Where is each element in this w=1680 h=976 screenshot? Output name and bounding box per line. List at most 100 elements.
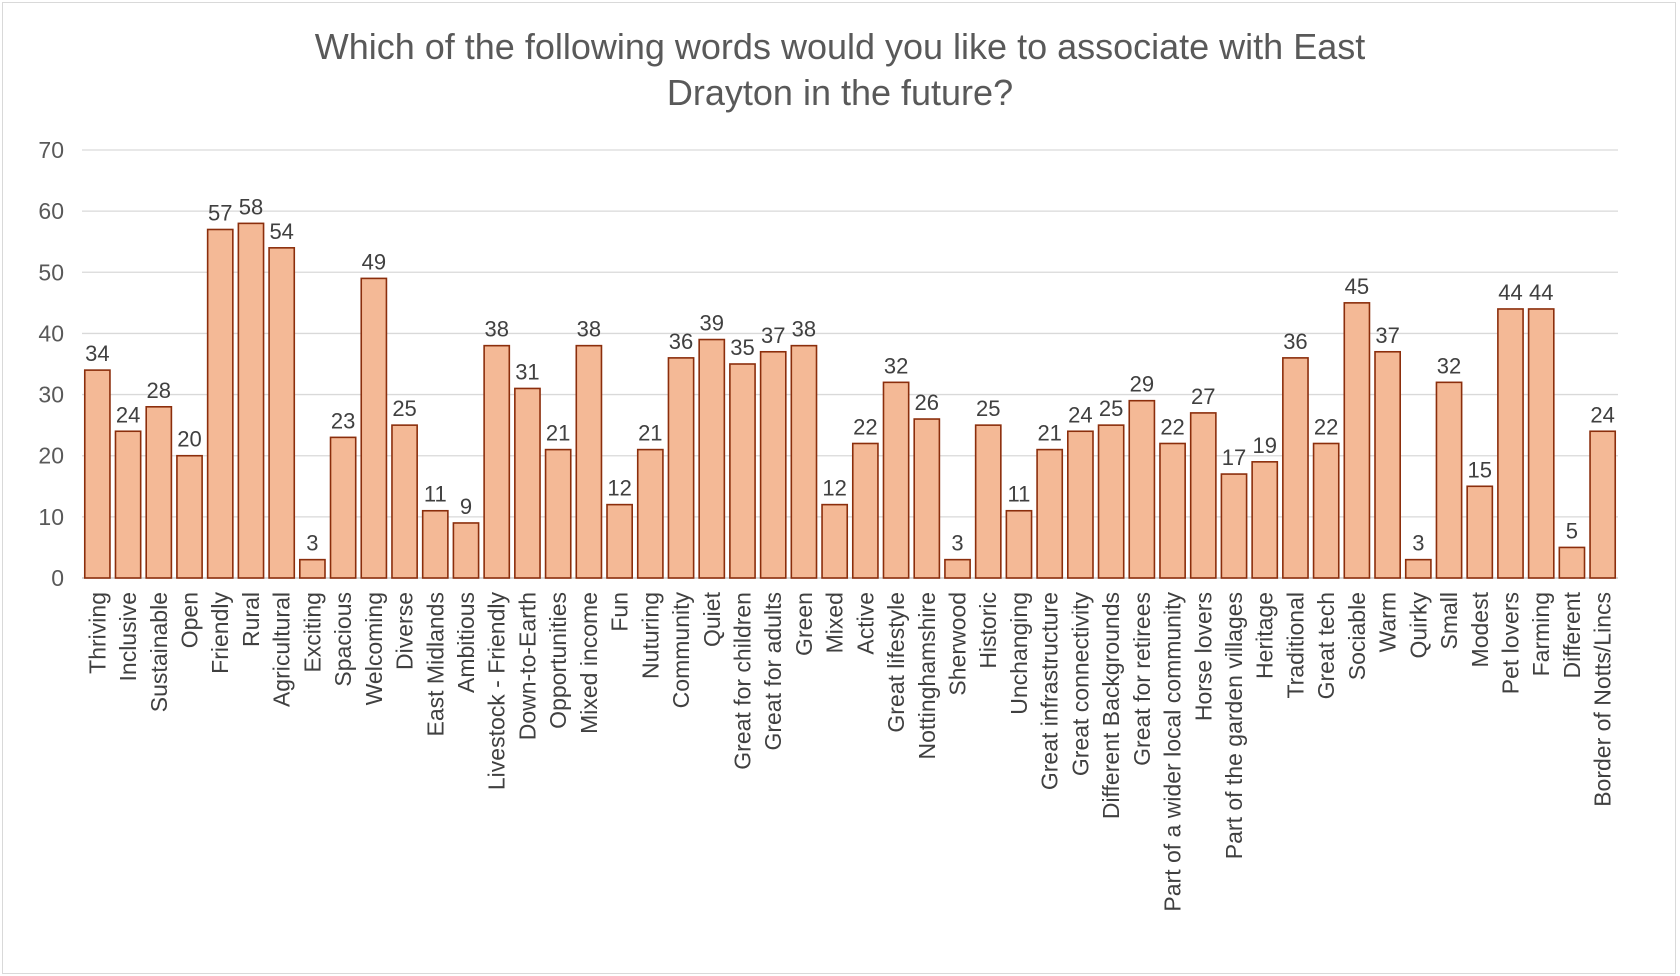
- bar-2: [145, 405, 173, 579]
- category-label-33: Different Backgrounds: [1098, 592, 1124, 819]
- data-label-11: 11: [424, 482, 447, 507]
- category-label-8: Spacious: [330, 592, 356, 687]
- bar-45: [1466, 485, 1494, 579]
- data-label-32: 24: [1068, 402, 1092, 427]
- category-label-18: Nuturing: [637, 592, 663, 679]
- data-label-35: 22: [1160, 414, 1184, 439]
- data-label-1: 24: [116, 402, 140, 427]
- data-label-22: 37: [761, 323, 785, 348]
- data-label-44: 32: [1437, 353, 1461, 378]
- category-label-40: Great tech: [1313, 592, 1339, 699]
- category-label-36: Horse lovers: [1190, 592, 1216, 721]
- bar-38: [1251, 461, 1279, 579]
- data-label-0: 34: [85, 341, 109, 366]
- bar-23: [790, 344, 818, 579]
- bar-25: [851, 442, 879, 579]
- data-label-4: 57: [208, 200, 232, 225]
- bar-19: [667, 357, 695, 579]
- bars: [83, 222, 1617, 579]
- data-label-29: 25: [976, 396, 1000, 421]
- chart-title: Which of the following words would you l…: [0, 24, 1680, 116]
- data-label-19: 36: [669, 329, 693, 354]
- y-tick-label-10: 10: [38, 504, 64, 530]
- category-label-21: Great for children: [729, 592, 755, 770]
- bar-17: [606, 503, 633, 579]
- bar-31: [1036, 448, 1064, 579]
- data-label-39: 36: [1283, 329, 1307, 354]
- bar-5: [237, 222, 265, 579]
- bar-48: [1558, 546, 1586, 579]
- data-label-12: 9: [460, 494, 472, 519]
- data-label-33: 25: [1099, 396, 1123, 421]
- category-label-47: Farming: [1528, 592, 1554, 676]
- data-label-34: 29: [1130, 372, 1154, 397]
- data-label-8: 23: [331, 408, 355, 433]
- y-tick-label-60: 60: [38, 198, 64, 224]
- category-label-13: Livestock - Friendly: [484, 592, 510, 791]
- y-tick-label-70: 70: [38, 137, 64, 163]
- category-label-44: Small: [1436, 592, 1462, 650]
- data-label-49: 24: [1590, 402, 1614, 427]
- bar-35: [1159, 442, 1186, 579]
- bar-26: [882, 381, 910, 579]
- data-label-47: 44: [1529, 280, 1553, 305]
- category-label-42: Warm: [1375, 592, 1401, 652]
- category-label-30: Unchanging: [1006, 592, 1032, 715]
- category-label-28: Sherwood: [945, 592, 971, 696]
- category-label-38: Heritage: [1252, 592, 1278, 679]
- data-label-48: 5: [1566, 518, 1578, 543]
- data-label-17: 12: [607, 476, 631, 501]
- data-label-41: 45: [1345, 274, 1369, 299]
- bar-16: [575, 344, 603, 579]
- category-label-15: Opportunities: [545, 592, 571, 729]
- x-axis-category-labels: Thriving Inclusive Sustainable Open Friendly…: [84, 591, 1615, 911]
- category-label-9: Welcoming: [361, 592, 387, 705]
- data-label-25: 22: [853, 414, 877, 439]
- data-label-6: 54: [269, 219, 293, 244]
- bar-37: [1220, 473, 1248, 579]
- data-label-3: 20: [177, 427, 201, 452]
- category-label-34: Great for retirees: [1129, 592, 1155, 766]
- bar-27: [913, 418, 941, 579]
- category-label-45: Modest: [1467, 591, 1493, 667]
- bar-36: [1189, 412, 1217, 579]
- bar-49: [1589, 430, 1617, 579]
- y-tick-label-20: 20: [38, 443, 64, 469]
- bar-33: [1097, 424, 1125, 579]
- data-label-16: 38: [577, 317, 601, 342]
- bar-4: [206, 228, 234, 579]
- bar-12: [452, 522, 480, 579]
- category-label-22: Great for adults: [760, 592, 786, 751]
- category-label-5: Rural: [238, 592, 264, 647]
- category-label-3: Open: [177, 592, 203, 648]
- bar-40: [1312, 442, 1340, 579]
- data-label-9: 49: [362, 249, 386, 274]
- data-label-43: 3: [1412, 531, 1424, 556]
- data-label-10: 25: [392, 396, 416, 421]
- category-label-17: Fun: [607, 592, 633, 632]
- bar-41: [1343, 302, 1371, 579]
- category-label-12: Ambitious: [453, 592, 479, 693]
- category-label-48: Different: [1559, 591, 1585, 678]
- category-label-26: Great lifestyle: [883, 592, 909, 733]
- bar-42: [1374, 350, 1401, 579]
- bar-13: [483, 344, 511, 579]
- data-label-27: 26: [915, 390, 939, 415]
- data-label-46: 44: [1498, 280, 1522, 305]
- bar-43: [1404, 558, 1432, 579]
- data-label-18: 21: [638, 421, 662, 446]
- category-label-43: Quirky: [1405, 592, 1431, 659]
- category-label-6: Agricultural: [269, 592, 295, 707]
- bar-10: [391, 424, 418, 579]
- bar-24: [821, 503, 849, 579]
- bar-20: [698, 338, 726, 579]
- category-label-14: Down-to-Earth: [514, 592, 540, 740]
- bar-11: [421, 509, 449, 579]
- bar-18: [636, 448, 664, 579]
- bar-3: [176, 454, 203, 579]
- bar-32: [1067, 430, 1094, 579]
- bar-46: [1497, 308, 1524, 579]
- bar-22: [759, 350, 787, 579]
